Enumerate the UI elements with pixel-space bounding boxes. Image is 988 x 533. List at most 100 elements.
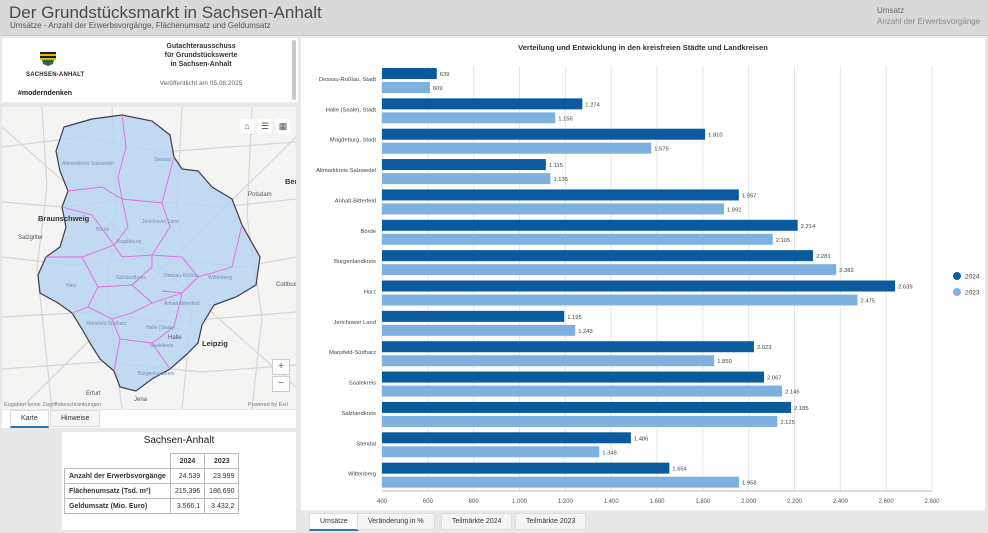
bar-2024 — [382, 250, 814, 262]
map-district-label[interactable]: Burgenlandkreis — [138, 371, 175, 377]
data-label: 1.850 — [717, 359, 732, 365]
category-label: Halle (Saale), Stadt — [326, 107, 377, 113]
metric-selector[interactable]: Anzahl der Erwerbsvorgänge — [877, 17, 981, 26]
category-label: Wittenberg — [348, 472, 376, 478]
data-label: 1.810 — [708, 133, 723, 139]
page-title: Der Grundstücksmarkt in Sachsen-Anhalt — [9, 3, 322, 22]
map-district-label[interactable]: Dessau-Roßlau — [164, 273, 199, 279]
map-city-label: Salzgitter — [18, 235, 44, 241]
map-district-label[interactable]: Wittenberg — [208, 275, 233, 281]
data-label: 1.654 — [672, 467, 687, 473]
map-district-label[interactable]: Magdeburg — [116, 239, 142, 245]
x-tick-label: 1.800 — [695, 499, 711, 505]
cell-value: 3.432,2 — [204, 498, 240, 514]
map-city-label: Jena — [134, 397, 148, 403]
tab-veraenderung[interactable]: Veränderung in % — [357, 513, 435, 530]
tab-teilmaerkte-2024[interactable]: Teilmärkte 2024 — [441, 513, 513, 530]
bar-2024 — [382, 462, 670, 474]
data-label: 2.146 — [785, 390, 800, 396]
bar-2024 — [382, 159, 546, 171]
zoom-out-button[interactable]: − — [272, 376, 290, 392]
x-tick-label: 600 — [423, 499, 434, 505]
tab-teilmaerkte-2023[interactable]: Teilmärkte 2023 — [515, 513, 587, 530]
summary-table: 2024 2023 Anzahl der Erwerbsvorgänge 24.… — [64, 453, 240, 514]
bar-chart: Verteilung und Entwicklung in den kreisf… — [316, 43, 980, 505]
cell-value: 3.566,1 — [169, 498, 206, 514]
category-label: Börde — [361, 229, 376, 235]
table-row: Anzahl der Erwerbsvorgänge 24.539 23.999 — [64, 468, 240, 484]
bar-2023 — [382, 112, 556, 124]
table-row: Flächenumsatz (Tsd. m²) 215.396 186.690 — [64, 483, 240, 499]
logo-panel: SACHSEN-ANHALT #moderndenken Gutachterau… — [2, 38, 298, 102]
category-label: Saalekreis — [349, 381, 376, 387]
category-label: Jerichower Land — [333, 320, 376, 326]
zoom-in-button[interactable]: + — [272, 359, 290, 375]
map-tabs: Karte Hinweise — [2, 410, 296, 428]
coat-of-arms-icon — [40, 52, 56, 66]
metric-selector-label: Umsatz — [877, 6, 905, 15]
data-label: 1.243 — [578, 329, 593, 335]
tab-umsaetze[interactable]: Umsätze — [309, 513, 359, 531]
map-district-label[interactable]: Stendal — [154, 157, 171, 163]
table-corner — [65, 454, 171, 469]
map-city-label: Erfurt — [86, 391, 101, 397]
legend-label: 2024 — [965, 274, 980, 281]
cell-value: 24.539 — [169, 468, 206, 484]
data-label: 1.135 — [553, 177, 568, 183]
row-label: Flächenumsatz (Tsd. m²) — [64, 483, 171, 499]
list-icon[interactable]: ☰ — [258, 119, 272, 133]
bar-2024 — [382, 341, 754, 353]
home-icon[interactable]: ⌂ — [240, 119, 254, 133]
data-label: 2.281 — [816, 254, 831, 260]
category-label: Anhalt-Bitterfeld — [335, 198, 376, 204]
page-subtitle: Umsätze - Anzahl der Erwerbsvorgänge, Fl… — [10, 21, 271, 30]
map-district-label[interactable]: Börde — [96, 227, 110, 233]
row-label: Anzahl der Erwerbsvorgänge — [64, 468, 171, 484]
cell-value: 215.396 — [169, 483, 206, 499]
category-label: Stendal — [356, 441, 376, 447]
summary-title: Sachsen-Anhalt — [143, 435, 215, 446]
map-district-label[interactable]: Halle (Saale) — [146, 325, 175, 331]
legend-label: 2023 — [965, 290, 980, 297]
data-label: 2.185 — [794, 406, 809, 412]
column-header-2023: 2023 — [204, 453, 240, 469]
summary-panel: Sachsen-Anhalt 2024 2023 Anzahl der Erwe… — [62, 432, 296, 530]
bar-2024 — [382, 189, 739, 201]
bar-2023 — [382, 446, 600, 458]
data-label: 2.067 — [767, 376, 782, 382]
bar-2024 — [382, 432, 631, 444]
esri-attribution[interactable]: Powered by Esri — [248, 402, 289, 408]
cell-value: 23.999 — [204, 468, 240, 484]
map-view[interactable]: ⌂ ☰ ▦ Braunschweig Salzgitter Ber Potsdam Le… — [2, 107, 296, 409]
bar-chart-panel: Verteilung und Entwicklung in den kreisf… — [301, 38, 985, 510]
map-district-label[interactable]: Altmarkkreis Salzwedel — [62, 161, 114, 167]
grid-icon[interactable]: ▦ — [276, 119, 290, 133]
map-district-label[interactable]: Salzlandkreis — [116, 275, 146, 281]
published-date: Veröffentlicht am 05.06.2025 — [159, 80, 243, 87]
legend-marker-2024 — [953, 272, 961, 280]
panel-scrollbar[interactable] — [292, 40, 296, 100]
state-logo-text: SACHSEN-ANHALT — [26, 72, 85, 78]
x-tick-label: 400 — [377, 499, 388, 505]
x-tick-label: 1.200 — [558, 499, 574, 505]
bar-2023 — [382, 476, 740, 488]
bar-2024 — [382, 401, 792, 413]
map-district-label[interactable]: Anhalt-Bitterfeld — [164, 301, 200, 307]
tab-hinweise[interactable]: Hinweise — [50, 410, 101, 427]
bar-2023 — [382, 415, 778, 427]
bar-2024 — [382, 310, 565, 322]
data-label: 609 — [433, 86, 443, 92]
map-district-label[interactable]: Saalekreis — [150, 343, 174, 349]
data-label: 2.125 — [780, 420, 795, 426]
map-district-label[interactable]: Jerichower Land — [142, 219, 179, 225]
category-label: Harz — [364, 290, 376, 296]
tab-karte[interactable]: Karte — [10, 410, 49, 428]
map-district-label[interactable]: Harz — [66, 283, 77, 289]
map-toolbar: ⌂ ☰ ▦ — [240, 119, 290, 133]
app-header: Der Grundstücksmarkt in Sachsen-Anhalt U… — [0, 0, 988, 36]
committee-name: Gutachterausschuss für Grundstückswerte … — [138, 42, 264, 69]
map-district-label[interactable]: Mansfeld-Südharz — [86, 321, 127, 327]
map-city-label: Braunschweig — [38, 214, 90, 223]
data-label: 2.639 — [898, 285, 913, 291]
bar-2024 — [382, 68, 437, 79]
